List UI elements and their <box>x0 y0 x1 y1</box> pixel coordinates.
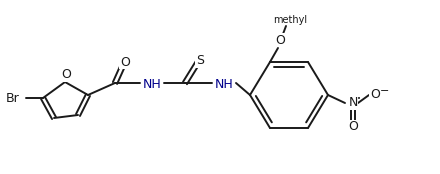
Text: N: N <box>348 97 358 109</box>
Text: methyl: methyl <box>273 15 307 25</box>
Text: −: − <box>380 86 389 96</box>
Text: NH: NH <box>143 78 161 92</box>
Text: S: S <box>196 54 204 68</box>
Text: O: O <box>61 69 71 81</box>
Text: •: • <box>357 96 361 102</box>
Text: O: O <box>275 34 285 46</box>
Text: O: O <box>348 121 358 133</box>
Text: O: O <box>120 56 130 69</box>
Text: NH: NH <box>215 78 233 92</box>
Text: O: O <box>370 89 380 101</box>
Text: Br: Br <box>6 92 20 105</box>
